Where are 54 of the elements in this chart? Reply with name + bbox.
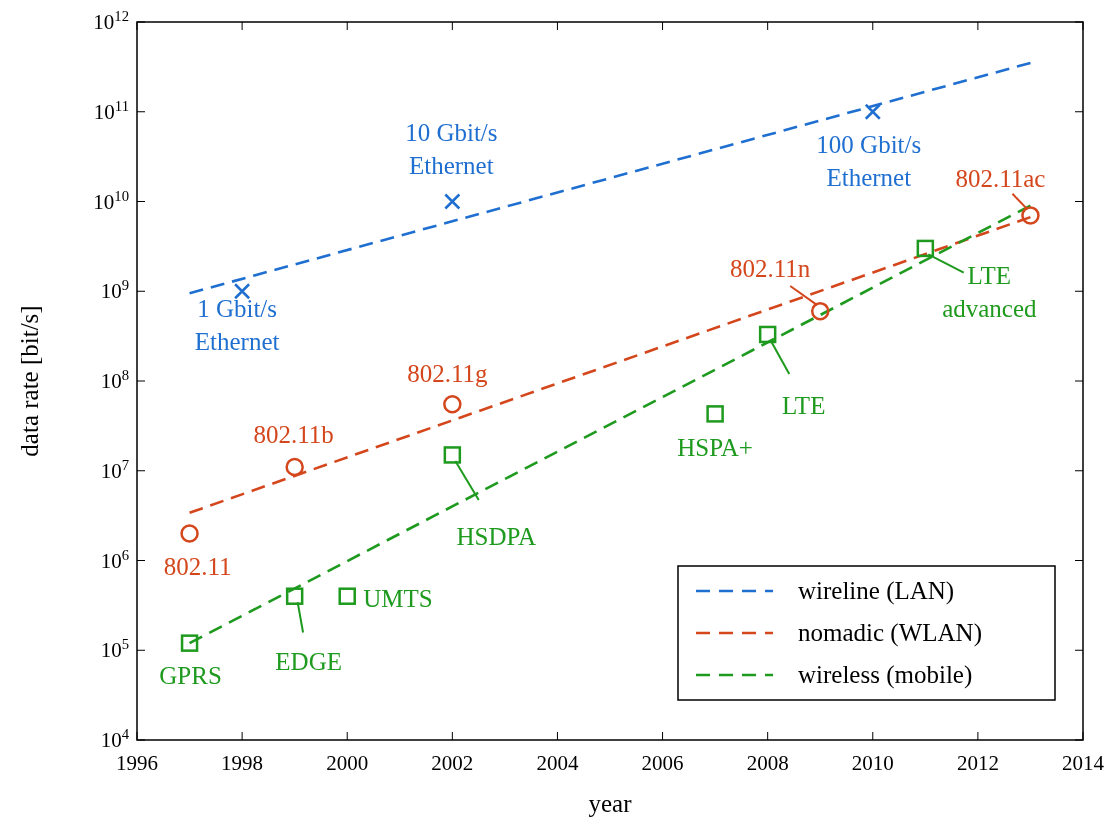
annotation: EDGE [275, 648, 342, 676]
x-tick-label: 2014 [1062, 751, 1105, 775]
x-tick-label: 2012 [956, 751, 999, 775]
x-tick-label: 1998 [221, 751, 264, 775]
annotation: 802.11ac [955, 165, 1046, 193]
y-tick-label: 10$^{6}$ [100, 546, 129, 573]
annotation: 802.11 [163, 553, 232, 581]
legend-label: wireless (mobile) [798, 661, 973, 689]
x-tick-label: 2000 [326, 751, 369, 775]
point [443, 446, 462, 464]
x-tick-label: 2004 [536, 751, 579, 775]
annotation: HSPA+ [677, 433, 753, 461]
y-tick-label: 10$^{7}$ [100, 456, 129, 483]
point [1021, 206, 1040, 225]
annotation: LTE [781, 392, 826, 420]
legend-label: nomadic (WLAN) [798, 619, 982, 647]
annotation: UMTS [363, 585, 433, 613]
y-tick-label: 10$^{8}$ [100, 367, 129, 393]
point [810, 301, 830, 321]
annotation: 802.11b [253, 421, 334, 449]
x-tick-label: 2008 [746, 751, 789, 775]
y-tick-label: 10$^{9}$ [100, 277, 129, 304]
annotation: GPRS [159, 662, 222, 690]
y-tick-label: 10$^{4}$ [100, 726, 130, 752]
annotation: HSDPA [456, 522, 537, 550]
point [916, 239, 935, 258]
annotation: 100 Gbit/s Ethernet [816, 131, 922, 192]
point [285, 457, 304, 477]
x-tick-label: 2010 [851, 751, 894, 775]
x-tick-label: 2006 [641, 751, 684, 775]
annotation: 10 Gbit/s Ethernet [405, 119, 498, 179]
x-tick-label: 1996 [116, 751, 158, 775]
y-tick-label: 10$^{5}$ [100, 636, 129, 663]
point [443, 395, 462, 414]
annotation: LTE advanced [942, 261, 1038, 322]
point [233, 283, 251, 300]
x-axis-title: year [588, 790, 633, 817]
point [180, 524, 199, 543]
point [180, 634, 199, 652]
point [864, 103, 882, 120]
x-tick-label: 2002 [431, 751, 474, 775]
y-axis-title: data rate [bit/s] [16, 305, 43, 457]
point [706, 405, 724, 423]
point [285, 587, 304, 605]
point [758, 325, 777, 344]
annotation: 1 Gbit/s Ethernet [194, 294, 280, 355]
y-tick-label: 10$^{11}$ [93, 97, 129, 124]
y-tick-label: 10$^{12}$ [93, 8, 129, 34]
annotation: 802.11n [730, 255, 811, 283]
annotation: 802.11g [407, 360, 488, 388]
point [338, 587, 356, 605]
legend-label: wireline (LAN) [798, 577, 955, 605]
y-tick-label: 10$^{10}$ [93, 187, 129, 214]
point [444, 193, 461, 210]
